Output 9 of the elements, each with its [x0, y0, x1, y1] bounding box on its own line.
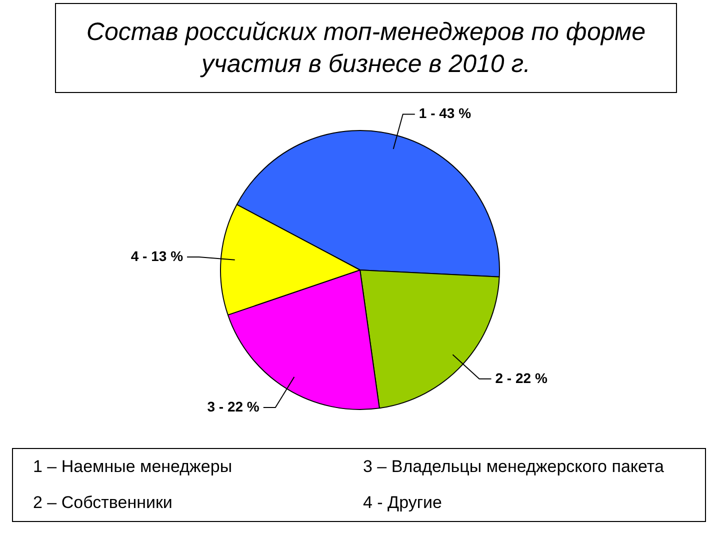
slice-label: 4 - 13 % — [130, 248, 184, 264]
slice-label: 1 - 43 % — [418, 105, 472, 122]
chart-title: Состав российских топ-менеджеров по форме участия в бизнесе в 2010 г. — [55, 3, 677, 93]
text: 4 - Другие — [363, 493, 443, 513]
text: 2 – Собственники — [33, 493, 174, 513]
text: 1 – Наемные менеджеры — [33, 457, 234, 477]
slice-label: 2 - 22 % — [495, 370, 548, 386]
text: 3 – Владельцы менеджерского пакета — [363, 457, 665, 477]
slice-label: 3 - 22 % — [207, 398, 260, 414]
